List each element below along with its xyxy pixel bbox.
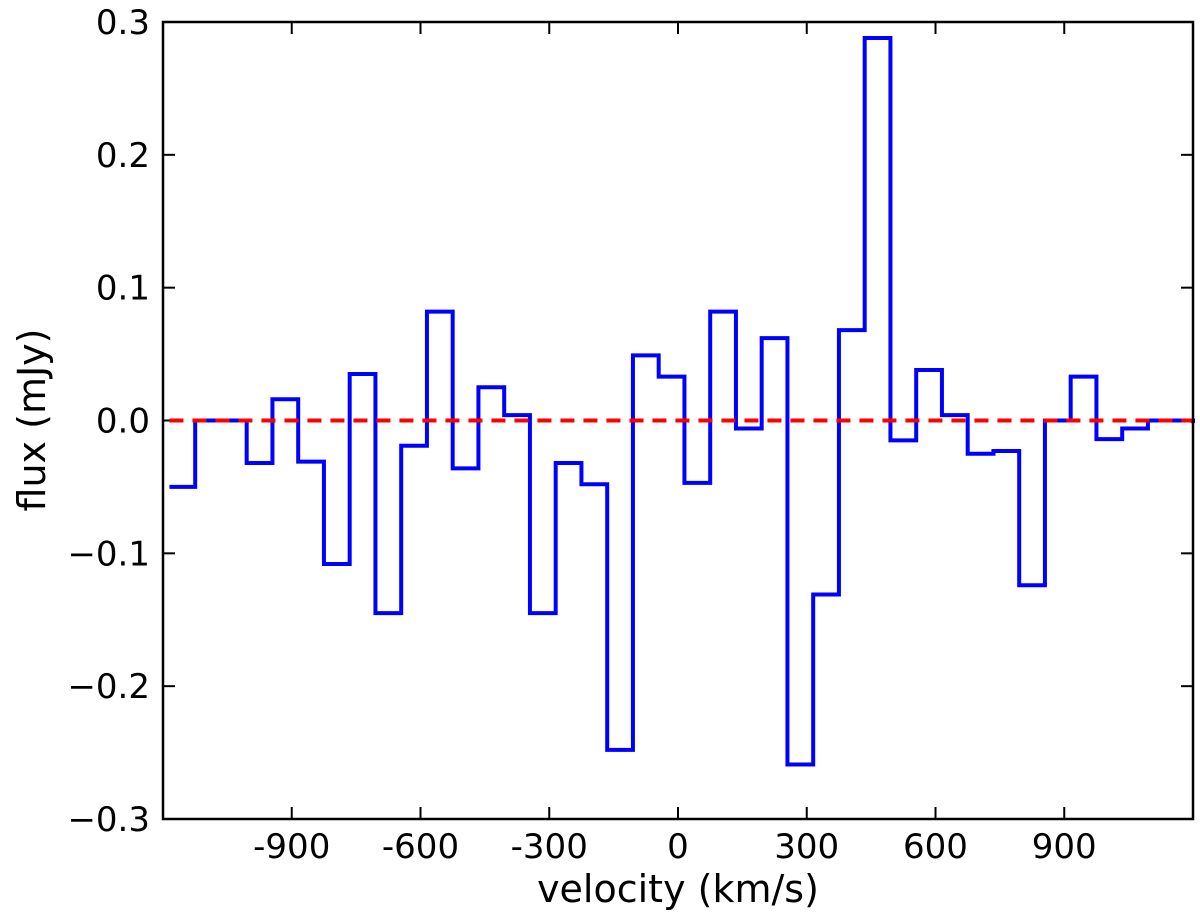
y-tick-label: −0.1 (67, 534, 150, 574)
spectrum-step-line (169, 35, 1195, 767)
x-tick-label: -600 (382, 827, 459, 867)
x-axis-ticks: -900 -600 -300 0 300 600 900 (253, 22, 1097, 867)
y-tick-label: −0.2 (67, 667, 150, 707)
y-tick-label: 0.3 (96, 3, 150, 43)
x-tick-label: 600 (903, 827, 968, 867)
y-tick-label: 0.0 (96, 402, 150, 442)
y-axis-label: flux (mJy) (10, 329, 54, 512)
x-axis-label: velocity (km/s) (537, 867, 819, 911)
y-tick-label: 0.1 (96, 269, 150, 309)
x-tick-label: 300 (774, 827, 839, 867)
plot-frame (161, 20, 1195, 821)
y-tick-label: 0.2 (96, 136, 150, 176)
series-layer (169, 35, 1195, 767)
x-tick-label: 900 (1032, 827, 1097, 867)
y-tick-label: −0.3 (67, 800, 150, 840)
y-axis-ticks: 0.3 0.2 0.1 0.0 −0.1 −0.2 −0.3 (67, 3, 1193, 840)
x-tick-label: -900 (253, 827, 330, 867)
x-tick-label: -300 (511, 827, 588, 867)
x-tick-label: 0 (667, 827, 689, 867)
